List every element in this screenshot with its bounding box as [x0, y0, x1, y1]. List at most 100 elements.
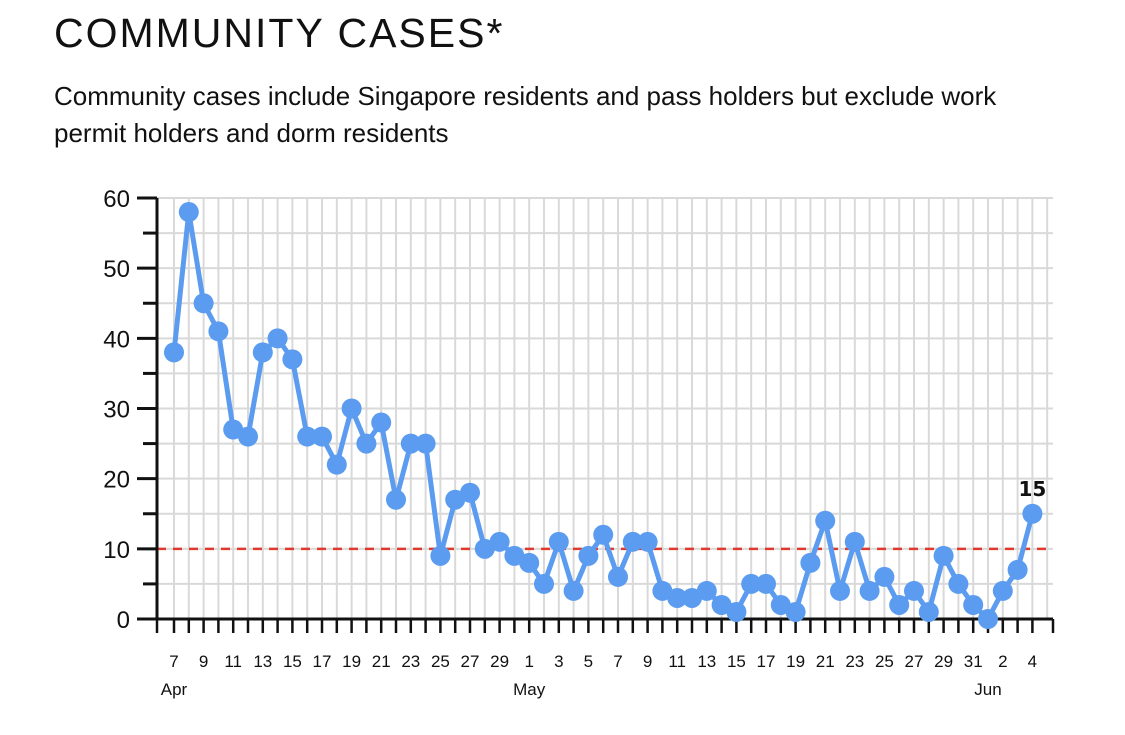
x-tick-label: 9 — [643, 652, 652, 671]
data-point — [785, 601, 806, 622]
data-point — [371, 412, 392, 433]
month-label: Jun — [974, 680, 1001, 699]
x-tick-label: 11 — [224, 652, 242, 671]
x-tick-label: 21 — [816, 652, 835, 671]
data-point — [415, 433, 436, 454]
data-point — [223, 419, 244, 440]
data-point — [1022, 503, 1043, 524]
x-tick-label: 7 — [169, 652, 178, 671]
data-label: 15 — [1018, 477, 1046, 501]
data-point — [341, 398, 362, 419]
data-point — [637, 531, 658, 552]
data-point — [312, 426, 332, 447]
data-point — [682, 587, 702, 608]
data-point — [430, 545, 451, 566]
x-tick-label: 4 — [1028, 652, 1037, 671]
series-points — [164, 202, 1043, 629]
grid-lines — [157, 197, 1053, 619]
x-tick-label: 17 — [313, 652, 332, 671]
x-tick-label: 17 — [757, 652, 776, 671]
x-tick-label: 29 — [490, 652, 509, 671]
data-point — [815, 510, 836, 531]
x-tick-label: 31 — [964, 652, 983, 671]
data-point — [800, 552, 821, 573]
x-tick-label: 5 — [584, 652, 593, 671]
page-subtitle: Community cases include Singapore reside… — [54, 81, 997, 148]
data-point — [445, 489, 466, 510]
data-point — [193, 293, 214, 314]
data-point — [504, 545, 525, 566]
data-point — [874, 566, 895, 587]
data-point — [696, 580, 717, 601]
data-point — [667, 587, 688, 608]
x-tick-label: 15 — [283, 652, 302, 671]
data-point — [904, 580, 924, 601]
data-point — [859, 580, 880, 601]
y-tick-label: 20 — [103, 467, 130, 494]
y-tick-label: 40 — [103, 326, 130, 353]
x-tick-label: 13 — [253, 652, 272, 671]
x-tick-label: 27 — [461, 652, 480, 671]
month-label: Apr — [161, 680, 188, 699]
data-point — [519, 552, 540, 573]
x-tick-label: 25 — [875, 652, 894, 671]
data-point — [933, 545, 954, 566]
data-point — [297, 426, 318, 447]
data-point — [474, 538, 495, 559]
x-tick-label: 25 — [431, 652, 450, 671]
data-point — [608, 566, 628, 587]
x-tick-label: 7 — [613, 652, 622, 671]
data-point — [770, 594, 791, 615]
data-point — [326, 454, 347, 475]
data-point — [889, 594, 910, 615]
page-title: COMMUNITY CASES* — [54, 10, 505, 56]
data-point — [726, 601, 747, 622]
data-point — [830, 580, 850, 601]
data-point — [918, 601, 939, 622]
data-point — [741, 573, 762, 594]
x-tick-label: 23 — [845, 652, 864, 671]
data-point — [208, 321, 229, 342]
data-point — [548, 531, 569, 552]
data-point — [992, 580, 1013, 601]
data-point — [252, 342, 273, 363]
x-tick-label: 9 — [199, 652, 208, 671]
data-point — [711, 594, 732, 615]
data-point — [400, 433, 421, 454]
data-point — [1007, 559, 1028, 580]
y-tick-label: 10 — [103, 537, 130, 564]
data-point — [489, 531, 510, 552]
data-point — [578, 545, 599, 566]
data-point — [593, 524, 614, 545]
data-point — [282, 349, 303, 370]
data-point — [164, 342, 184, 363]
y-tick-label: 60 — [103, 186, 130, 213]
y-tick-label: 0 — [117, 607, 130, 634]
data-point — [534, 573, 554, 594]
x-tick-label: 1 — [524, 652, 533, 671]
x-tick-label: 11 — [668, 652, 686, 671]
data-point — [178, 202, 199, 223]
data-point — [963, 594, 984, 615]
data-point — [978, 609, 998, 629]
data-point — [844, 531, 865, 552]
x-tick-label: 23 — [401, 652, 420, 671]
axes — [137, 196, 1055, 633]
x-tick-label: 2 — [998, 652, 1007, 671]
data-point — [756, 573, 776, 594]
x-tick-label: 3 — [554, 652, 563, 671]
data-point — [238, 426, 258, 447]
data-point — [563, 580, 584, 601]
y-tick-label: 50 — [103, 256, 130, 283]
x-tick-label: 19 — [786, 652, 805, 671]
x-tick-label: 27 — [905, 652, 924, 671]
x-tick-label: 19 — [342, 652, 361, 671]
x-tick-label: 29 — [934, 652, 953, 671]
data-point — [948, 573, 969, 594]
data-point — [267, 328, 288, 349]
data-point — [622, 531, 643, 552]
month-label: May — [513, 680, 546, 699]
data-point — [356, 433, 377, 454]
